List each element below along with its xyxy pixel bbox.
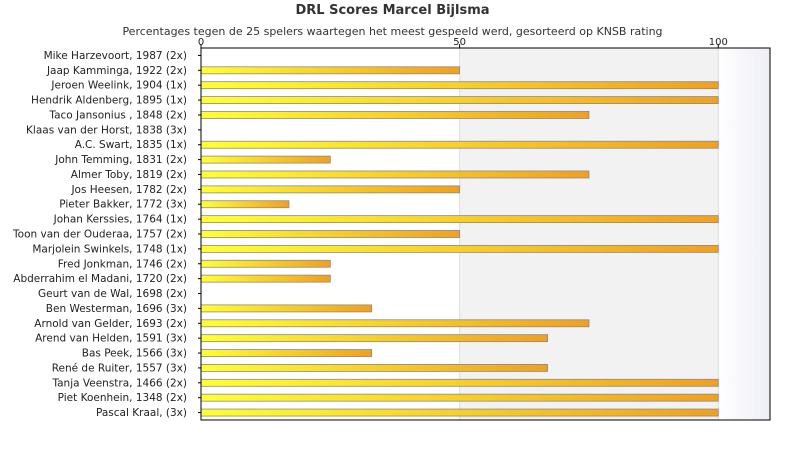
bar: [200, 215, 719, 224]
category-label: Klaas van der Horst, 1838 (3x): [26, 124, 187, 136]
category-label: René de Ruiter, 1557 (3x): [52, 362, 187, 374]
grid-band: [459, 48, 719, 420]
category-label: Jeroen Weelink, 1904 (1x): [50, 80, 187, 92]
bar: [200, 319, 590, 328]
category-label: Tanja Veenstra, 1466 (2x): [51, 377, 187, 389]
bar: [200, 393, 719, 402]
bar: [200, 111, 590, 119]
bar: [200, 155, 331, 164]
category-label: Piet Koenhein, 1348 (2x): [58, 392, 187, 404]
category-label: Arnold van Gelder, 1693 (2x): [34, 318, 187, 330]
category-label: Jaap Kamminga, 1922 (2x): [46, 65, 187, 77]
category-label: Hendrik Aldenberg, 1895 (1x): [31, 95, 187, 107]
bar: [200, 170, 590, 179]
category-label: A.C. Swart, 1835 (1x): [75, 139, 187, 151]
bar: [200, 259, 331, 268]
bar: [200, 185, 461, 194]
bar: [200, 274, 331, 283]
bar: [200, 304, 373, 313]
category-label: Geurt van de Wal, 1698 (2x): [38, 288, 187, 300]
bar: [200, 364, 548, 372]
x-tick-label: 50: [453, 37, 466, 48]
bar: [200, 244, 719, 253]
category-label: Ben Westerman, 1696 (3x): [46, 303, 187, 315]
grid-band: [718, 48, 770, 420]
chart-subtitle: Percentages tegen de 25 spelers waartege…: [122, 25, 663, 38]
chart-title: DRL Scores Marcel Bijlsma: [295, 3, 490, 18]
category-label: Jos Heesen, 1782 (2x): [70, 184, 187, 196]
category-label: Pieter Bakker, 1772 (3x): [59, 199, 187, 211]
category-label: Taco Jansonius , 1848 (2x): [48, 109, 187, 121]
category-label: Abderrahim el Madani, 1720 (2x): [13, 273, 187, 285]
bar: [200, 140, 719, 149]
bar: [200, 200, 290, 209]
category-label: Marjolein Swinkels, 1748 (1x): [32, 243, 187, 255]
bar: [200, 349, 373, 357]
x-tick-label: 100: [709, 37, 728, 48]
category-label: Almer Toby, 1819 (2x): [71, 169, 187, 181]
bar: [200, 378, 719, 387]
bar: [200, 408, 719, 417]
bar: [200, 230, 461, 238]
category-label: Fred Jonkman, 1746 (2x): [58, 258, 187, 270]
category-label: Johan Kerssies, 1764 (1x): [53, 214, 187, 226]
category-label: Arend van Helden, 1591 (3x): [35, 333, 187, 345]
bar: [200, 96, 719, 104]
bar: [200, 66, 461, 75]
category-label: John Temming, 1831 (2x): [54, 154, 187, 166]
bar: [200, 334, 548, 343]
x-tick-label: 0: [198, 37, 204, 48]
category-label: Toon van der Ouderaa, 1757 (2x): [12, 229, 187, 241]
category-label: Mike Harzevoort, 1987 (2x): [44, 50, 187, 62]
category-label: Bas Peek, 1566 (3x): [82, 348, 187, 360]
bar: [200, 81, 719, 90]
category-label: Pascal Kraal, (3x): [96, 407, 187, 419]
